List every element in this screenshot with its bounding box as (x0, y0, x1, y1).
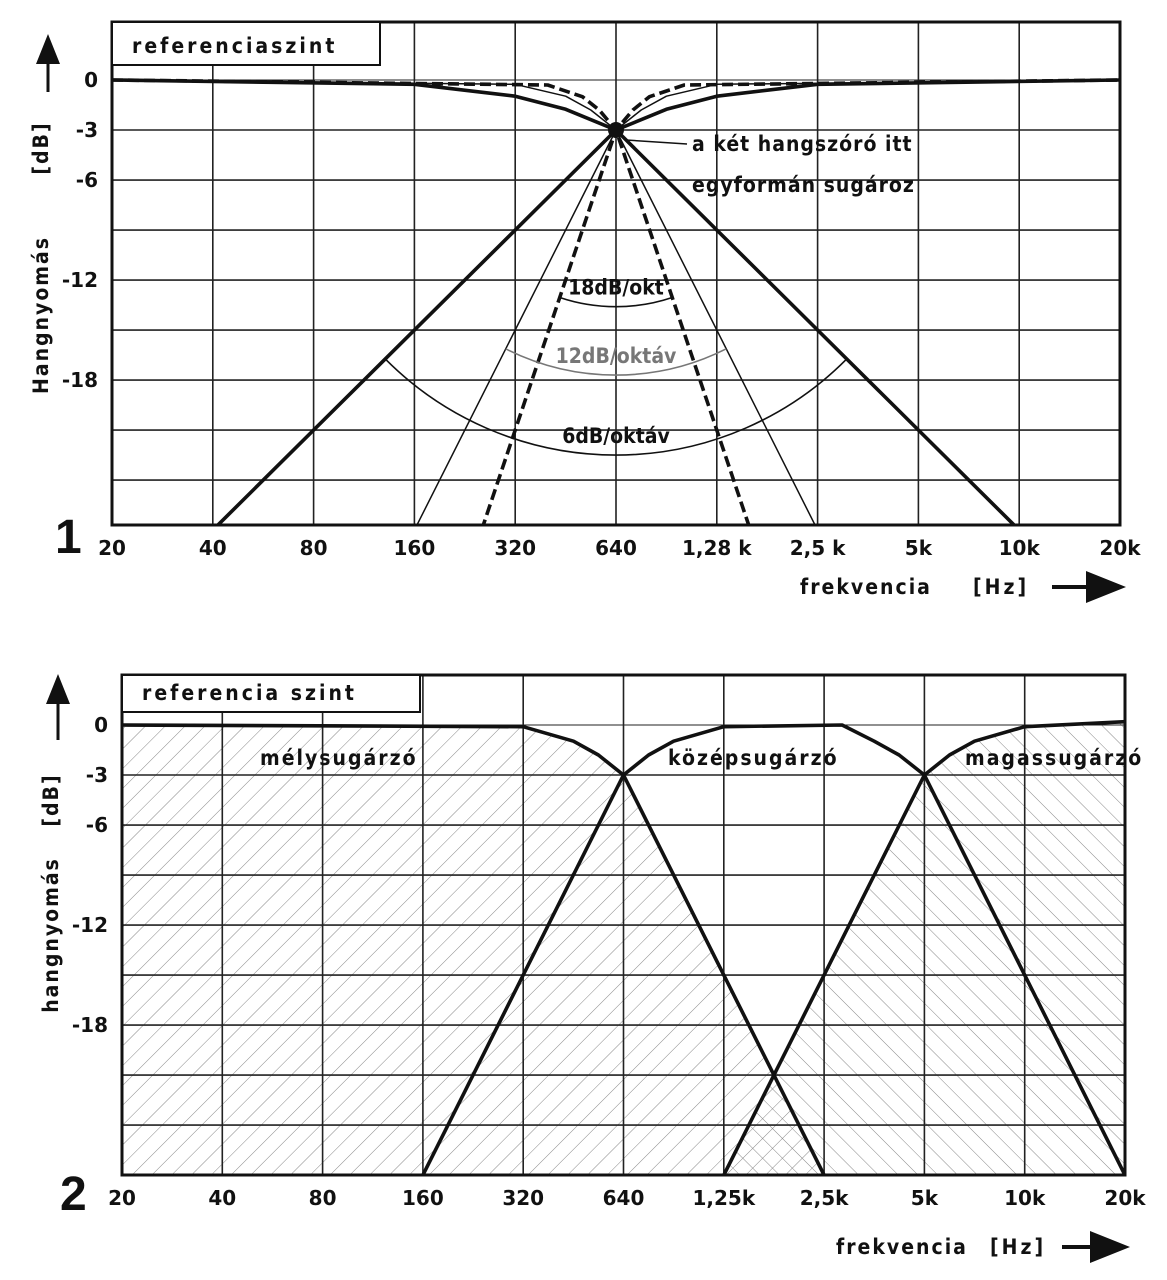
reference-level-box (111, 21, 381, 66)
hatch-area-0 (122, 725, 825, 1175)
x-axis-unit: [Hz] (973, 575, 1029, 599)
y-tick-label: -3 (86, 763, 108, 787)
series-line-2 (722, 719, 1125, 1175)
slope-arc (559, 296, 673, 308)
x-tick-label: 160 (402, 1186, 444, 1210)
x-tick-label: 10k (999, 536, 1041, 560)
chart-1-crossover-slopes: referenciaszint 20 40 80 160 320 640 1,28 k 2,5 … (29, 20, 1141, 603)
annotation-line-2: egyformán sugároz (692, 173, 915, 197)
figure-number: 2 (60, 1168, 87, 1221)
x-tick-label: 640 (595, 536, 637, 560)
y-tick-label: -12 (62, 268, 98, 292)
x-tick-label: 80 (309, 1186, 337, 1210)
region-label-0: mélysugárzó (260, 746, 418, 770)
y-tick-label: -18 (72, 1013, 108, 1037)
series-line-5 (481, 78, 1120, 525)
slope-arc (505, 348, 727, 376)
x-tick-label: 2,5 k (790, 536, 846, 560)
series-line-0 (122, 723, 826, 1175)
x-tick-label: 20k (1099, 536, 1141, 560)
y-axis-unit: [dB] (39, 773, 63, 826)
x-axis-label: frekvencia (800, 575, 932, 599)
slope-label: 6dB/oktáv (562, 424, 670, 448)
x-tick-label: 80 (300, 536, 328, 560)
x-tick-label: 40 (199, 536, 227, 560)
series-line-0 (112, 78, 1017, 525)
y-tick-label: -12 (72, 913, 108, 937)
reference-level-box (121, 674, 421, 713)
series-line-4 (416, 79, 1120, 525)
slope-arc (384, 358, 848, 456)
x-tick-label: 1,28 k (682, 536, 752, 560)
x-axis-label: frekvencia (836, 1235, 968, 1259)
series-line-2 (112, 78, 751, 525)
annotation-leader (625, 139, 688, 145)
figure-number: 1 (55, 511, 82, 564)
y-tick-label: -3 (76, 118, 98, 142)
x-axis-unit: [Hz] (990, 1235, 1046, 1259)
region-label-2: magassugárzó (965, 746, 1143, 770)
plot-area (112, 22, 1120, 525)
x-tick-label: 5k (911, 1186, 939, 1210)
x-tick-label: 20 (108, 1186, 136, 1210)
y-tick-label: 0 (84, 68, 98, 92)
x-tick-label: 1,25k (692, 1186, 755, 1210)
y-axis-label: Hangnyomás (29, 236, 53, 394)
plot-frame (120, 673, 1127, 1177)
x-tick-label: 640 (603, 1186, 645, 1210)
annotation-line-1: a két hangszóró itt (692, 132, 913, 156)
x-tick-label: 10k (1004, 1186, 1046, 1210)
y-axis-unit: [dB] (29, 121, 53, 174)
region-label-1: középsugárzó (668, 746, 839, 770)
reference-level-label: referencia szint (142, 681, 357, 705)
x-tick-label: 20k (1104, 1186, 1146, 1210)
x-tick-label: 320 (494, 536, 536, 560)
y-tick-label: -18 (62, 368, 98, 392)
y-tick-label: 0 (94, 713, 108, 737)
x-tick-label: 40 (208, 1186, 236, 1210)
x-tick-label: 320 (502, 1186, 544, 1210)
plot-area (122, 675, 1125, 1175)
y-axis-label: hangnyomás (39, 857, 63, 1013)
y-tick-label: -6 (86, 813, 108, 837)
x-tick-label: 20 (98, 536, 126, 560)
y-tick-label: -6 (76, 168, 98, 192)
x-tick-label: 5k (905, 536, 933, 560)
series-line-3 (215, 78, 1120, 525)
slope-label: 12dB/oktáv (556, 344, 677, 368)
series-line-1 (421, 723, 1125, 1175)
x-tick-label: 2,5k (800, 1186, 849, 1210)
reference-level-label: referenciaszint (132, 34, 337, 58)
crossover-point (608, 122, 624, 139)
slope-label: 18dB/okt (568, 276, 664, 300)
plot-frame (110, 20, 1122, 527)
x-tick-label: 160 (394, 536, 436, 560)
